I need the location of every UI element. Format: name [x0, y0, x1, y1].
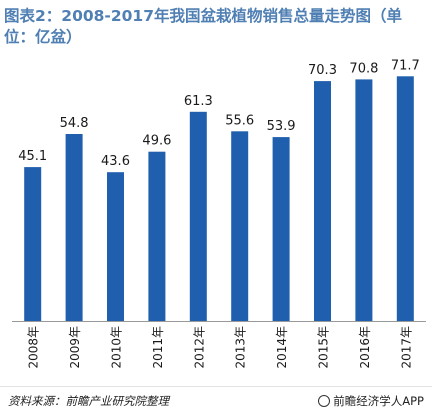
x-tick-label-2012年: 2012年	[192, 326, 206, 369]
x-tick-label-2017年: 2017年	[399, 326, 413, 369]
source-divider	[0, 386, 432, 387]
x-tick-label-2008年: 2008年	[27, 326, 41, 369]
bar-2010年	[107, 172, 124, 321]
x-tick-label-2011年: 2011年	[151, 326, 165, 369]
bar-2012年	[189, 111, 207, 321]
bar-2013年	[231, 131, 249, 321]
value-labels-group: 45.1 54.8 43.6 49.6 61.3 55.6 53.9 70.3 70.8 71.7	[18, 58, 420, 169]
bar-2011年	[148, 151, 166, 321]
value-label-2010年: 43.6	[101, 154, 130, 169]
x-tick-label-2010年: 2010年	[110, 326, 124, 369]
brand-logo-icon	[318, 395, 331, 407]
brand: 前瞻经济学人APP	[318, 393, 424, 409]
value-label-2015年: 70.3	[308, 63, 337, 78]
x-tick-label-2014年: 2014年	[275, 326, 289, 369]
bar-2017年	[396, 76, 414, 321]
value-label-2009年: 54.8	[60, 116, 89, 131]
x-tick-label-2013年: 2013年	[234, 326, 248, 369]
x-tick-label-2015年: 2015年	[317, 326, 331, 369]
value-label-2008年: 45.1	[18, 149, 47, 164]
value-label-2014年: 53.9	[267, 119, 296, 134]
value-label-2017年: 71.7	[391, 58, 420, 73]
bar-2014年	[272, 137, 290, 321]
bars-group	[24, 76, 414, 322]
value-label-2016年: 70.8	[349, 61, 378, 76]
x-tick-label-2009年: 2009年	[68, 326, 82, 369]
value-label-2011年: 49.6	[142, 134, 171, 149]
bar-2009年	[65, 134, 83, 321]
source-note: 资料来源：前瞻产业研究院整理	[8, 394, 169, 408]
bar-2015年	[314, 81, 331, 321]
brand-name: 前瞻经济学人APP	[333, 394, 424, 408]
bar-2016年	[355, 79, 373, 322]
value-label-2013年: 55.6	[225, 113, 254, 128]
chart-title: 图表2：2008-2017年我国盆栽植物销售总量走势图（单位：亿盆）	[4, 7, 402, 46]
bar-2008年	[24, 167, 42, 321]
x-tick-label-2016年: 2016年	[358, 326, 372, 369]
value-label-2012年: 61.3	[184, 94, 213, 109]
x-tick-labels-group: 2008年 2009年 2010年 2011年 2012年 2013年 2014年 2015年…	[27, 326, 414, 369]
